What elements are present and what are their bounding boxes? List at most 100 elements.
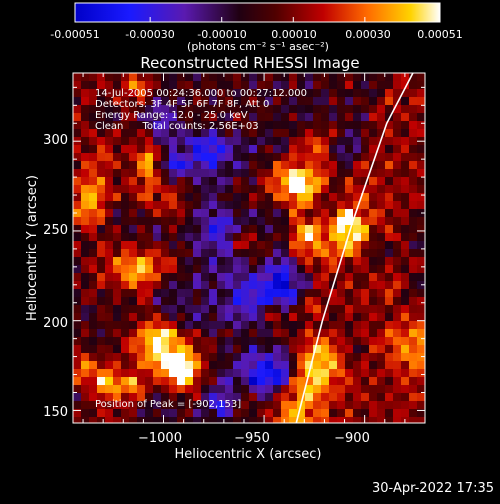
heatmap-cell bbox=[225, 393, 234, 402]
heatmap-cell bbox=[113, 81, 122, 90]
heatmap-cell bbox=[217, 209, 226, 218]
heatmap-cell bbox=[153, 377, 162, 386]
heatmap-cell bbox=[105, 273, 114, 282]
heatmap-cell bbox=[145, 361, 154, 370]
heatmap-cell bbox=[337, 145, 346, 154]
heatmap-cell bbox=[393, 105, 402, 114]
heatmap-cell bbox=[73, 409, 82, 418]
heatmap-cell bbox=[337, 409, 346, 418]
heatmap-cell bbox=[129, 129, 138, 138]
heatmap-cell bbox=[185, 289, 194, 298]
heatmap-cell bbox=[265, 337, 274, 346]
heatmap-cell bbox=[81, 225, 90, 234]
heatmap-cell bbox=[121, 73, 130, 82]
heatmap-cell bbox=[153, 89, 162, 98]
heatmap-cell bbox=[161, 97, 170, 106]
heatmap-cell bbox=[377, 369, 386, 378]
heatmap-cell bbox=[177, 281, 186, 290]
heatmap-cell bbox=[377, 385, 386, 394]
heatmap-cell bbox=[193, 297, 202, 306]
heatmap-cell bbox=[201, 97, 210, 106]
heatmap-cell bbox=[393, 217, 402, 226]
heatmap-cell bbox=[73, 185, 82, 194]
heatmap-cell bbox=[417, 385, 425, 394]
heatmap-cell bbox=[241, 89, 250, 98]
heatmap-cell bbox=[89, 321, 98, 330]
heatmap-cell bbox=[297, 121, 306, 130]
heatmap-cell bbox=[177, 137, 186, 146]
heatmap-cell bbox=[185, 89, 194, 98]
heatmap-cell bbox=[169, 105, 178, 114]
heatmap-cell bbox=[289, 361, 298, 370]
heatmap-cell bbox=[313, 313, 322, 322]
heatmap-cell bbox=[273, 313, 282, 322]
heatmap-cell bbox=[297, 217, 306, 226]
heatmap-cell bbox=[257, 185, 266, 194]
heatmap-cell bbox=[225, 89, 234, 98]
heatmap-cell bbox=[361, 417, 370, 423]
heatmap-cell bbox=[81, 97, 90, 106]
heatmap-cell bbox=[249, 361, 258, 370]
heatmap-cell bbox=[409, 337, 418, 346]
heatmap-cell bbox=[225, 417, 234, 423]
heatmap-cell bbox=[377, 353, 386, 362]
heatmap-cell bbox=[105, 281, 114, 290]
heatmap-cell bbox=[273, 233, 282, 242]
heatmap-cell bbox=[369, 177, 378, 186]
heatmap-cell bbox=[129, 201, 138, 210]
heatmap-cell bbox=[145, 105, 154, 114]
heatmap-cell bbox=[313, 297, 322, 306]
heatmap-cell bbox=[361, 305, 370, 314]
heatmap-cell bbox=[81, 305, 90, 314]
heatmap-cell bbox=[121, 337, 130, 346]
heatmap-cell bbox=[193, 417, 202, 423]
heatmap-cell bbox=[161, 297, 170, 306]
heatmap-cell bbox=[225, 265, 234, 274]
heatmap-cell bbox=[201, 137, 210, 146]
heatmap-cell bbox=[241, 393, 250, 402]
heatmap-cell bbox=[249, 393, 258, 402]
heatmap-cell bbox=[97, 113, 106, 122]
heatmap-cell bbox=[417, 73, 425, 82]
heatmap-cell bbox=[73, 193, 82, 202]
colorbar-ticks bbox=[74, 17, 441, 22]
heatmap-cell bbox=[417, 233, 425, 242]
heatmap-cell bbox=[209, 385, 218, 394]
heatmap-cell bbox=[369, 81, 378, 90]
heatmap-cell bbox=[281, 161, 290, 170]
heatmap-cell bbox=[121, 233, 130, 242]
heatmap-cell bbox=[345, 225, 354, 234]
heatmap-cell bbox=[145, 417, 154, 423]
heatmap-cell bbox=[369, 161, 378, 170]
chart-title: Reconstructed RHESSI Image bbox=[140, 54, 359, 72]
heatmap-cell bbox=[369, 249, 378, 258]
heatmap-cell bbox=[113, 209, 122, 218]
heatmap-cell bbox=[257, 313, 266, 322]
heatmap-cell bbox=[377, 337, 386, 346]
heatmap-cell bbox=[265, 233, 274, 242]
heatmap-cell bbox=[393, 113, 402, 122]
heatmap-cell bbox=[281, 145, 290, 154]
heatmap-cell bbox=[121, 297, 130, 306]
heatmap-cell bbox=[393, 233, 402, 242]
heatmap-cell bbox=[217, 281, 226, 290]
heatmap-cell bbox=[401, 185, 410, 194]
heatmap-cell bbox=[393, 313, 402, 322]
heatmap-cell bbox=[233, 249, 242, 258]
heatmap-cell bbox=[345, 329, 354, 338]
heatmap-cell bbox=[89, 337, 98, 346]
heatmap-cell bbox=[193, 209, 202, 218]
heatmap-cell bbox=[289, 97, 298, 106]
heatmap-cell bbox=[273, 305, 282, 314]
heatmap-cell bbox=[121, 417, 130, 423]
heatmap-cell bbox=[313, 177, 322, 186]
heatmap-cell bbox=[361, 281, 370, 290]
heatmap-cell bbox=[185, 337, 194, 346]
heatmap-cell bbox=[361, 345, 370, 354]
heatmap-cell bbox=[353, 185, 362, 194]
heatmap-cell bbox=[337, 321, 346, 330]
heatmap-cell bbox=[321, 177, 330, 186]
heatmap-cell bbox=[249, 385, 258, 394]
heatmap-cell bbox=[273, 377, 282, 386]
heatmap-cell bbox=[369, 89, 378, 98]
